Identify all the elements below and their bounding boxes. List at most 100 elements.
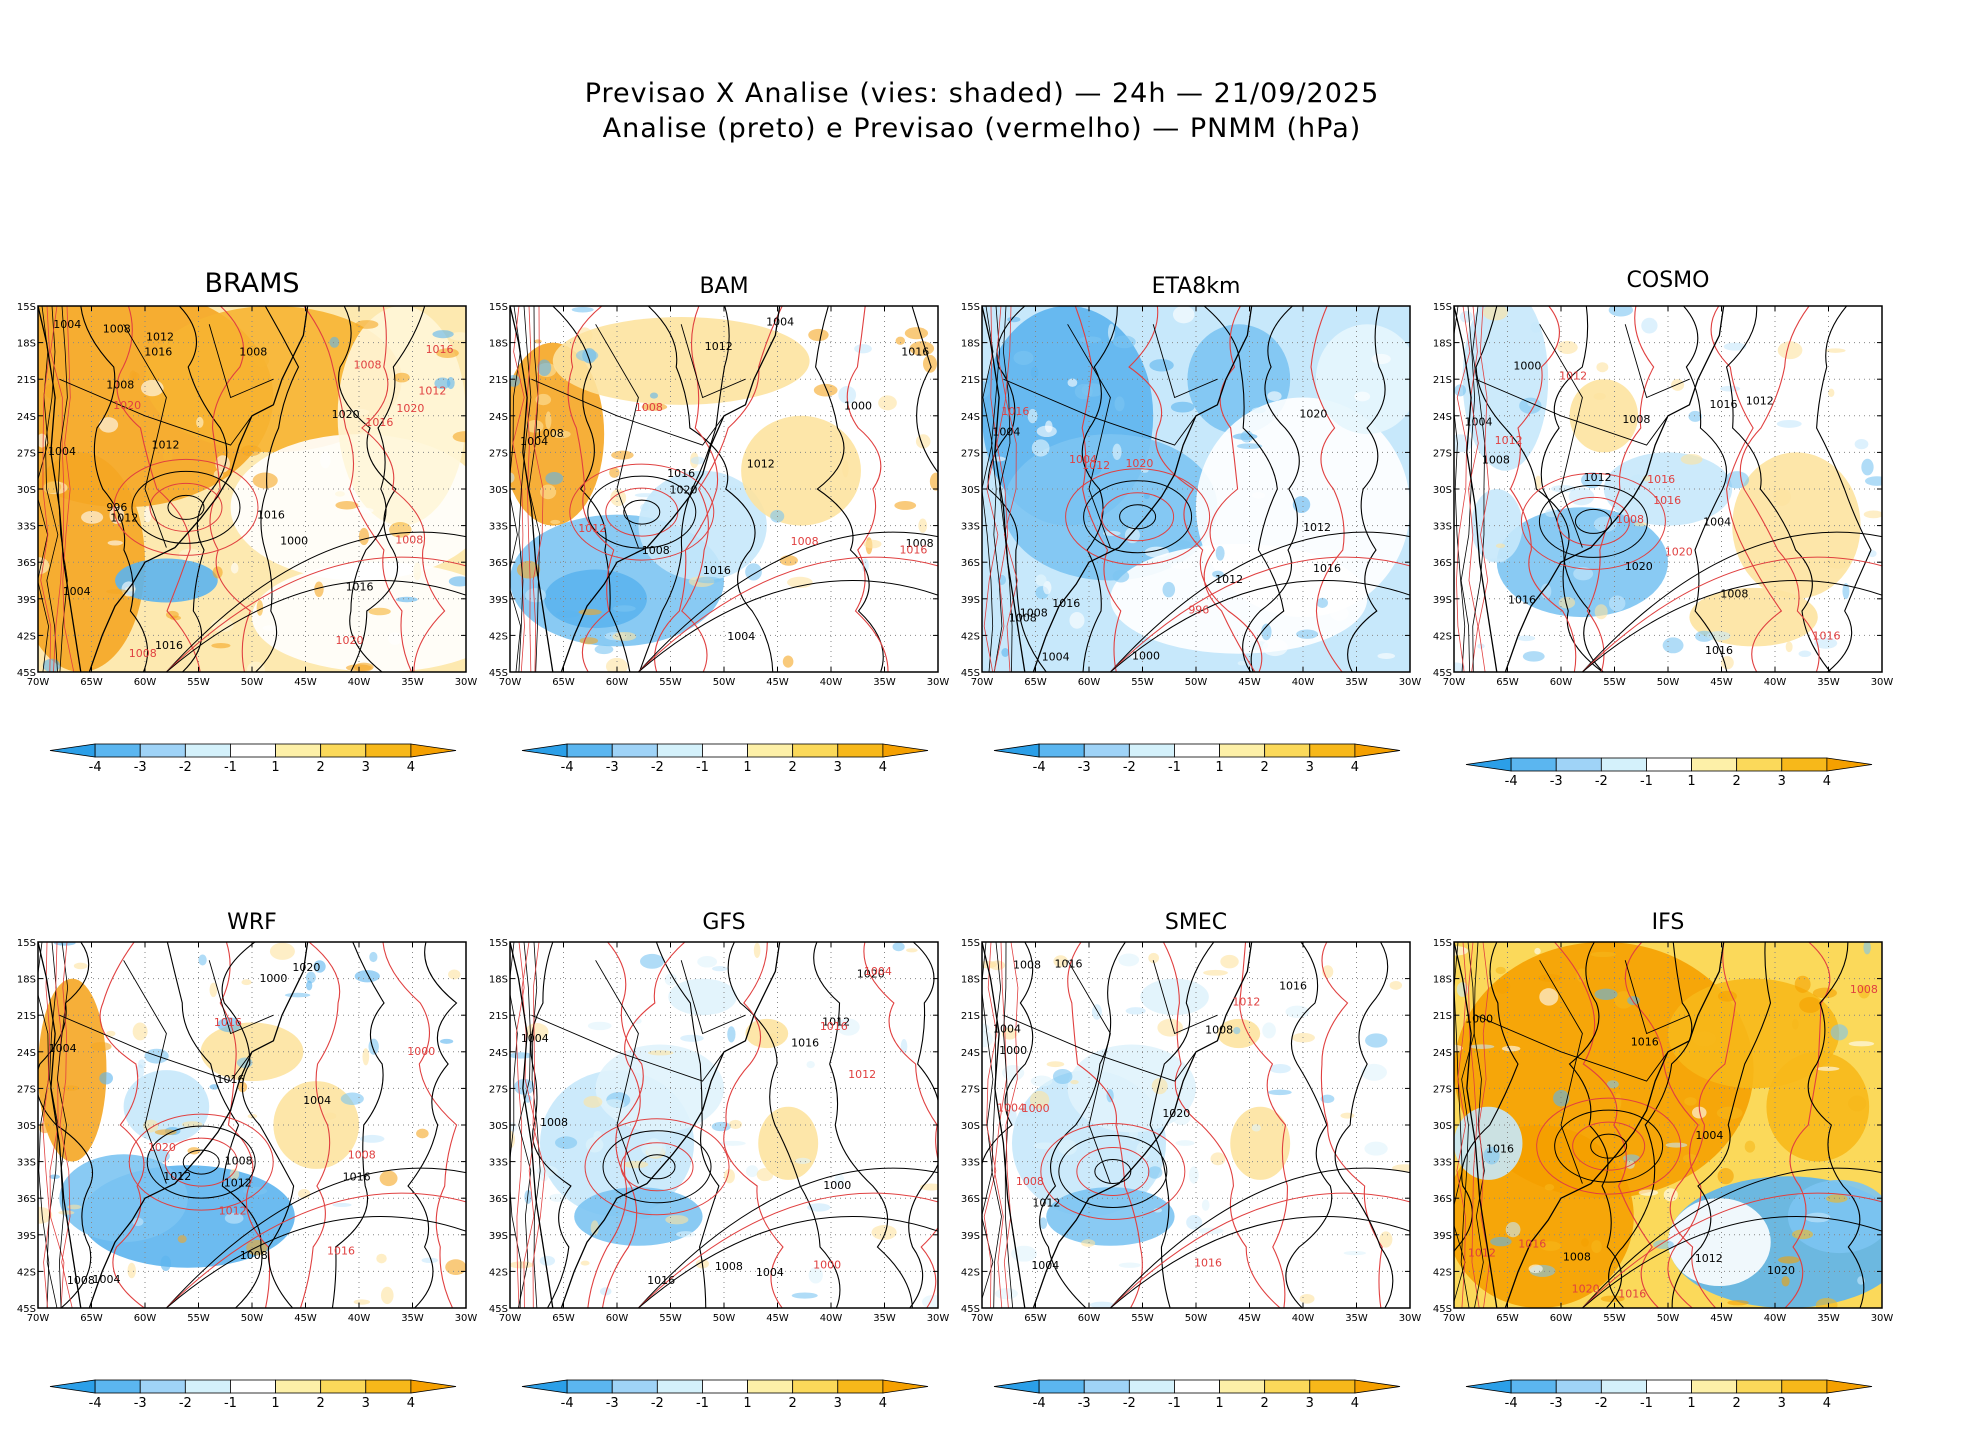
- isobar-label-analysis: 1004: [48, 445, 76, 458]
- lat-tick-label: 39S: [961, 595, 980, 606]
- isobar-label-analysis: 1012: [1303, 521, 1331, 534]
- panel-ifs: 1000 1004 1008 1012 1016 1016 1020 1008 1012 1016…: [1433, 938, 1894, 1411]
- isobar-label-forecast: 1016: [1813, 630, 1841, 643]
- isobar-label-forecast: 1008: [353, 359, 381, 372]
- lon-tick-label: 70W: [1443, 1313, 1466, 1324]
- isobar-label-analysis: 1016: [1508, 593, 1536, 606]
- lat-tick-label: 42S: [1433, 631, 1452, 642]
- colorbar-label: 3: [834, 760, 842, 775]
- isobar-label-forecast: 1016: [1001, 405, 1029, 418]
- isobar-label-forecast: 1012: [1495, 434, 1523, 447]
- isobar-label-forecast: 1016: [820, 1020, 848, 1033]
- isobar-label-forecast: 1012: [578, 522, 606, 535]
- panel-brams: 1004 101210001008100499610081012100410081…: [17, 302, 477, 775]
- isobar-label-analysis: 1012: [152, 439, 180, 452]
- lat-tick-label: 21S: [17, 1011, 36, 1022]
- lat-tick-label: 18S: [1433, 339, 1452, 350]
- lat-tick-label: 18S: [1433, 975, 1452, 986]
- colorbar-label: 3: [1778, 774, 1786, 789]
- colorbar-label: 2: [1261, 760, 1269, 775]
- isobar-label-analysis: 1012: [747, 457, 775, 470]
- colorbar-label: -2: [1595, 774, 1608, 789]
- colorbar-label: -4: [561, 760, 574, 775]
- lat-tick-label: 21S: [961, 375, 980, 386]
- isobar-label-analysis: 1016: [667, 467, 695, 480]
- lat-tick-label: 18S: [17, 975, 36, 986]
- colorbar-label: 4: [1823, 1396, 1831, 1411]
- lat-tick-label: 36S: [1433, 558, 1452, 569]
- isobar-label-analysis: 1020: [1299, 408, 1327, 421]
- lon-tick-label: 35W: [401, 677, 424, 688]
- isobar-label-analysis: 1012: [146, 331, 174, 344]
- lat-tick-label: 33S: [17, 1158, 36, 1169]
- isobar-label-analysis: 1016: [1055, 958, 1083, 971]
- isobar-label-analysis: 1000: [259, 972, 287, 985]
- lon-tick-label: 60W: [1550, 1313, 1573, 1324]
- isobar-label-analysis: 1012: [1584, 471, 1612, 484]
- lon-tick-label: 45W: [1710, 1313, 1733, 1324]
- lat-tick-label: 36S: [489, 558, 508, 569]
- isobar-label-analysis: 1004: [63, 585, 91, 598]
- isobar-label-analysis: 1012: [163, 1170, 191, 1183]
- isobar-label-analysis: 1004: [756, 1266, 784, 1279]
- lat-tick-label: 33S: [17, 522, 36, 533]
- isobar-label-analysis: 1004: [992, 425, 1020, 438]
- colorbar-label: 2: [317, 760, 325, 775]
- isobar-label-forecast: 1020: [336, 634, 364, 647]
- isobar-label-analysis: 1008: [1013, 958, 1041, 971]
- lat-tick-label: 42S: [961, 1267, 980, 1278]
- lat-tick-label: 36S: [961, 1194, 980, 1205]
- colorbar-label: -1: [1640, 1396, 1653, 1411]
- lat-tick-label: 21S: [489, 1011, 508, 1022]
- isobar-label-analysis: 1004: [92, 1273, 120, 1286]
- colorbar: -4 -3 -2 -1 1 2 3 4: [993, 1379, 1401, 1411]
- lon-tick-label: 45W: [294, 677, 317, 688]
- isobar-label-forecast: 1020: [1125, 457, 1153, 470]
- lat-tick-label: 30S: [1433, 1121, 1452, 1132]
- lon-tick-label: 30W: [455, 1313, 478, 1324]
- isobar-label-analysis: 1004: [520, 435, 548, 448]
- lat-tick-label: 45S: [17, 668, 36, 679]
- lat-tick-label: 39S: [17, 595, 36, 606]
- lon-tick-label: 70W: [27, 677, 50, 688]
- lat-tick-label: 15S: [17, 302, 36, 313]
- isobar-label-analysis: 1008: [225, 1155, 253, 1168]
- lat-tick-label: 15S: [489, 938, 508, 949]
- lon-tick-label: 60W: [606, 1313, 629, 1324]
- isobar-label-analysis: 1020: [1767, 1264, 1795, 1277]
- isobar-label-analysis: 1016: [647, 1274, 675, 1287]
- lat-tick-label: 15S: [489, 302, 508, 313]
- colorbar-label: -2: [651, 1396, 664, 1411]
- lon-tick-label: 30W: [927, 1313, 950, 1324]
- isobar-label-analysis: 1016: [703, 564, 731, 577]
- isobar-label-forecast: 1012: [848, 1068, 876, 1081]
- lat-tick-label: 24S: [961, 1048, 980, 1059]
- lon-tick-label: 55W: [1603, 1313, 1626, 1324]
- isobar-label-forecast: 1016: [1647, 473, 1675, 486]
- lon-tick-label: 40W: [1292, 1313, 1315, 1324]
- isobar-label-analysis: 1000: [823, 1179, 851, 1192]
- colorbar: -4 -3 -2 -1 1 2 3 4: [1465, 1379, 1873, 1411]
- lat-tick-label: 15S: [961, 938, 980, 949]
- isobar-label-analysis: 1016: [1279, 979, 1307, 992]
- isobar-label-analysis: 1008: [642, 544, 670, 557]
- lat-tick-label: 45S: [961, 668, 980, 679]
- isobar-label-forecast: 1008: [1616, 513, 1644, 526]
- lon-tick-label: 55W: [659, 1313, 682, 1324]
- panel-title-wrf: WRF: [227, 910, 277, 935]
- lon-tick-label: 45W: [1238, 1313, 1261, 1324]
- lat-tick-label: 45S: [1433, 1304, 1452, 1315]
- lat-tick-label: 42S: [1433, 1267, 1452, 1278]
- isobar-label-analysis: 1000: [844, 400, 872, 413]
- isobar-label-analysis: 1016: [343, 1170, 371, 1183]
- colorbar-label: -3: [134, 760, 147, 775]
- isobar-label-analysis: 1000: [1513, 360, 1541, 373]
- isobar-label-analysis: 1012: [1032, 1197, 1060, 1210]
- lat-tick-label: 30S: [17, 1121, 36, 1132]
- lon-tick-label: 30W: [1871, 1313, 1894, 1324]
- isobar-label-forecast: 1008: [395, 534, 423, 547]
- isobar-label-analysis: 996: [106, 501, 127, 514]
- panel-title-bam: BAM: [699, 274, 749, 299]
- figure-title-line2: Analise (preto) e Previsao (vermelho) — …: [602, 113, 1362, 144]
